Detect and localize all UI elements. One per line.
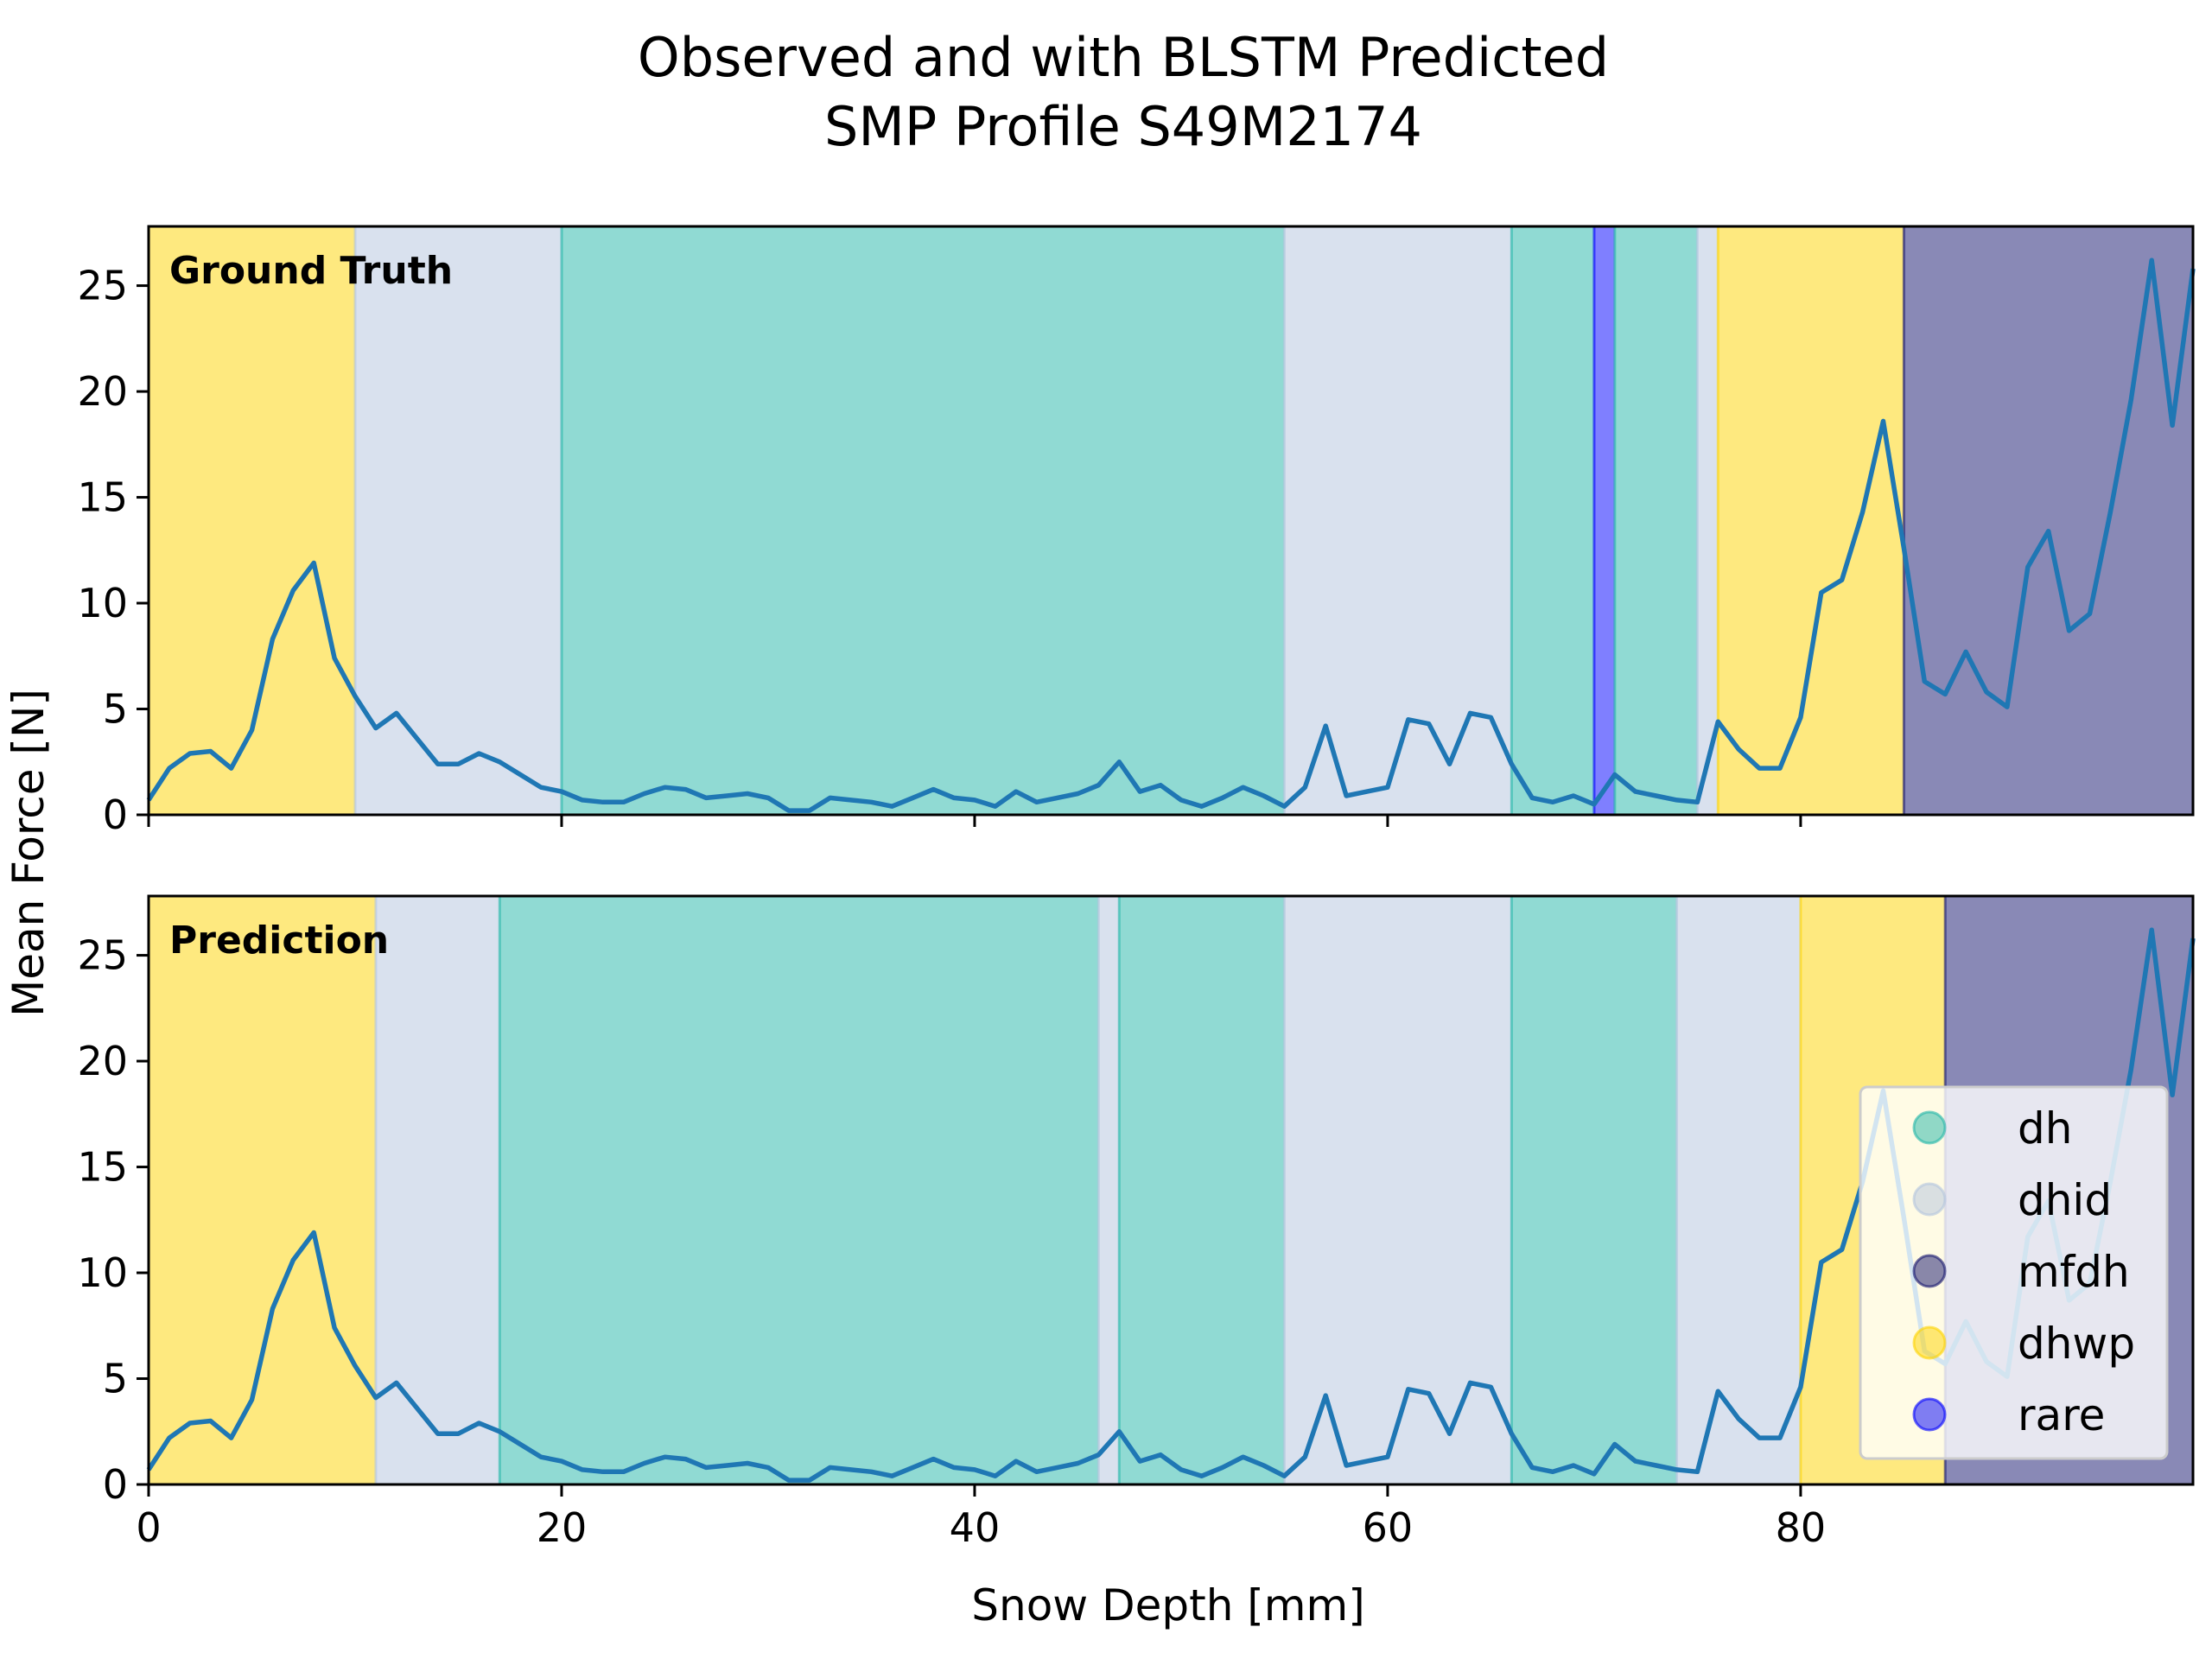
- segment-dhid: [1284, 896, 1512, 1484]
- legend-label-dhid: dhid: [2018, 1175, 2112, 1225]
- segment-dhid: [1676, 896, 1801, 1484]
- y-tick-label: 25: [77, 932, 128, 979]
- x-tick-label: 0: [136, 1504, 161, 1551]
- segment-dh: [1614, 226, 1698, 815]
- axes-frame: [147, 894, 2195, 1486]
- x-tick-label: 20: [537, 1504, 588, 1551]
- panel-label: Prediction: [169, 918, 389, 963]
- legend-marker-rare: [1912, 1397, 1947, 1432]
- chart-title-line-1: Observed and with BLSTM Predicted: [638, 26, 1609, 89]
- legend-box: [1859, 1085, 2169, 1460]
- y-tick-label: 10: [77, 1249, 128, 1296]
- y-tick-label: 15: [77, 474, 128, 521]
- legend-label-dh: dh: [2018, 1103, 2072, 1154]
- y-tick-label: 5: [103, 686, 128, 733]
- legend-label-rare: rare: [2018, 1390, 2105, 1440]
- segment-dhid: [1098, 896, 1120, 1484]
- segment-rare: [1593, 226, 1615, 815]
- legend-label-mfdh: mfdh: [2018, 1247, 2130, 1297]
- axes-frame: [147, 225, 2195, 817]
- x-tick-label: 60: [1363, 1504, 1414, 1551]
- segment-dhwp: [149, 226, 355, 815]
- segment-dhid: [375, 896, 500, 1484]
- force-profile-line: [146, 257, 2196, 813]
- panel-label: Ground Truth: [169, 249, 453, 293]
- segment-dh: [1511, 896, 1677, 1484]
- y-tick-label: 0: [103, 1461, 128, 1508]
- segment-dh: [561, 226, 1285, 815]
- segment-mfdh: [1904, 226, 2193, 815]
- segment-dhwp: [1718, 226, 1904, 815]
- legend-marker-mfdh: [1912, 1254, 1947, 1288]
- legend-marker-dhwp: [1912, 1325, 1947, 1360]
- panel-ground-truth: 0 5 10 15 20 25 Ground Truth: [77, 225, 2196, 838]
- legend-marker-dh: [1912, 1110, 1947, 1145]
- segment-dh: [1119, 896, 1285, 1484]
- y-tick-label: 15: [77, 1144, 128, 1191]
- y-tick-label: 0: [103, 791, 128, 838]
- y-tick-label: 20: [77, 1038, 128, 1084]
- segment-dhid: [1697, 226, 1719, 815]
- legend: dh dhid mfdh dhwp rare: [1859, 1085, 2169, 1460]
- segment-dhid: [354, 226, 562, 815]
- x-tick-label: 80: [1776, 1504, 1827, 1551]
- segment-dhid: [1284, 226, 1512, 815]
- x-axis-label: Snow Depth [mm]: [971, 1580, 1364, 1630]
- x-tick-label: 40: [950, 1504, 1001, 1551]
- y-tick-label: 10: [77, 580, 128, 626]
- y-tick-label: 20: [77, 368, 128, 415]
- y-axis-label: Mean Force [N]: [3, 689, 54, 1017]
- force-profile-line: [146, 927, 2196, 1483]
- segment-dhwp: [149, 896, 376, 1484]
- legend-marker-dhid: [1912, 1182, 1947, 1217]
- y-tick-label: 5: [103, 1356, 128, 1402]
- segment-dh: [499, 896, 1099, 1484]
- legend-label-dhwp: dhwp: [2018, 1319, 2135, 1369]
- segment-dh: [1511, 226, 1594, 815]
- y-tick-label: 25: [77, 263, 128, 309]
- chart-title-line-2: SMP Profile S49M2174: [824, 95, 1422, 158]
